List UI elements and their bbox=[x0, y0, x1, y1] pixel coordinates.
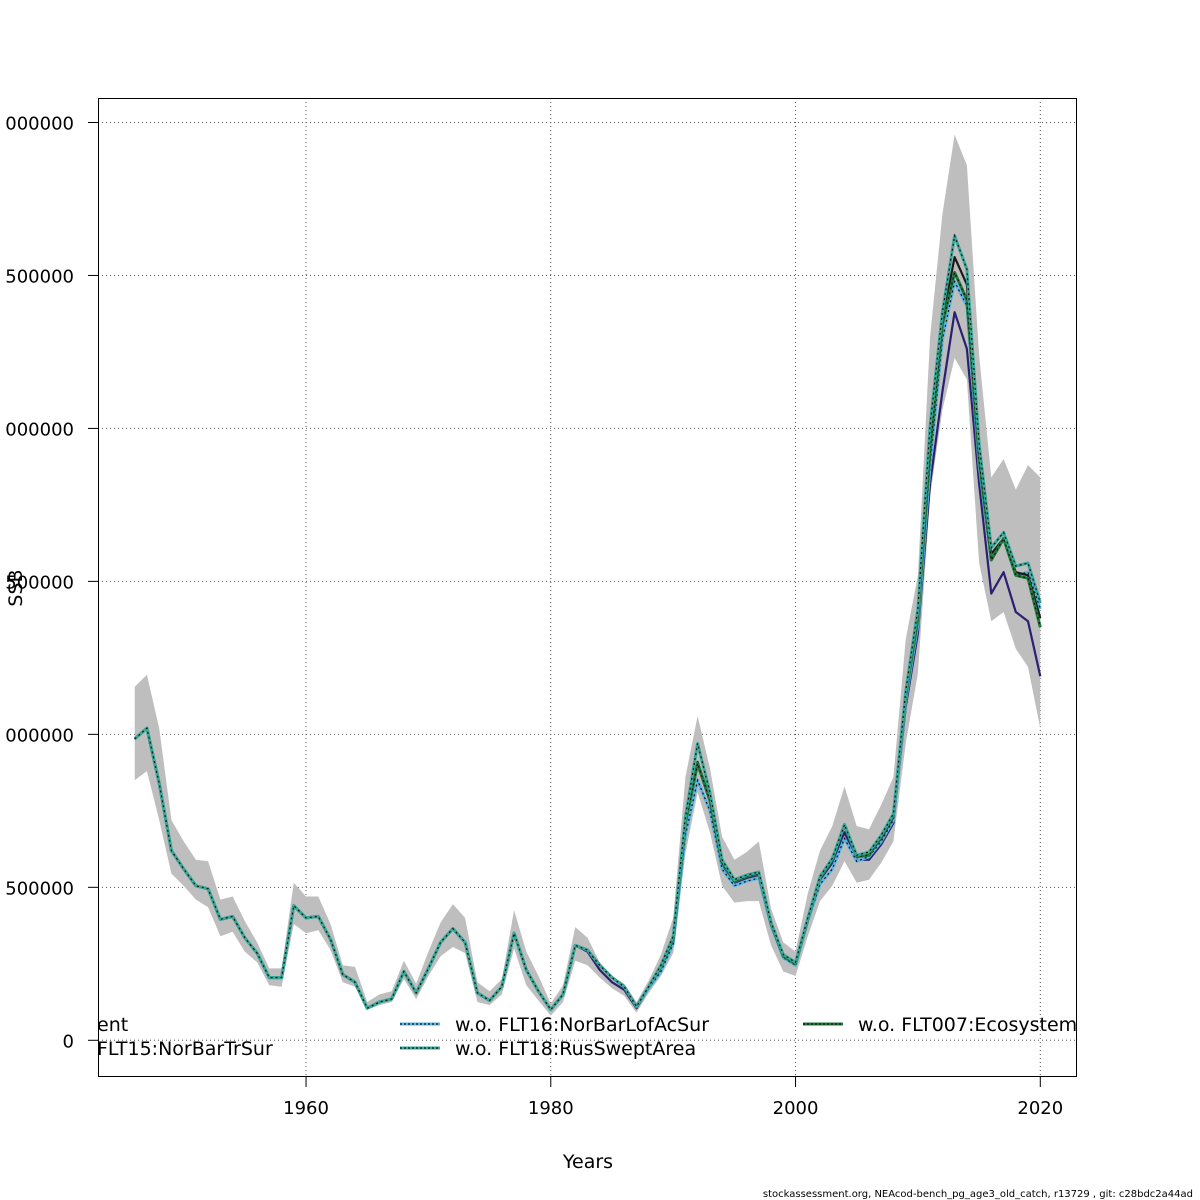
y-tick-label: 000000 bbox=[5, 725, 74, 746]
x-tick-label: 2000 bbox=[773, 1098, 819, 1119]
legend-label: w.o. FLT16:NorBarLofAcSur bbox=[455, 1014, 709, 1036]
series-dots-w-o-flt18-russweptarea bbox=[134, 233, 1041, 1011]
legend-label: ent bbox=[97, 1014, 128, 1036]
y-tick-label: 000000 bbox=[5, 113, 74, 134]
x-axis: 1960 1980 2000 2020 bbox=[283, 1077, 1063, 1119]
confidence-band bbox=[134, 134, 1041, 1016]
y-tick-label: 500000 bbox=[5, 266, 74, 287]
plot-frame bbox=[98, 98, 1077, 1077]
legend-label: w.o. FLT18:RusSweptArea bbox=[455, 1038, 696, 1060]
legend-label: FLT15:NorBarTrSur bbox=[97, 1038, 273, 1060]
series-lines bbox=[133, 233, 1042, 1012]
y-tick-label: 0 bbox=[63, 1031, 74, 1052]
y-axis-title: SSB bbox=[5, 569, 27, 606]
y-axis: 0 500000 000000 500000 000000 500000 000000 bbox=[5, 113, 98, 1052]
y-tick-label: 500000 bbox=[5, 572, 74, 593]
footer-credit: stockassessment.org, NEAcod-bench_pg_age… bbox=[763, 1189, 1193, 1200]
legend-label: w.o. FLT007:Ecosystem bbox=[858, 1014, 1077, 1036]
y-tick-label: 000000 bbox=[5, 419, 74, 440]
x-tick-label: 1980 bbox=[528, 1098, 574, 1119]
x-tick-label: 1960 bbox=[283, 1098, 329, 1119]
ci-band bbox=[134, 134, 1041, 1016]
y-tick-label: 500000 bbox=[5, 878, 74, 899]
x-axis-title: Years bbox=[562, 1151, 613, 1173]
x-tick-label: 2020 bbox=[1017, 1098, 1063, 1119]
